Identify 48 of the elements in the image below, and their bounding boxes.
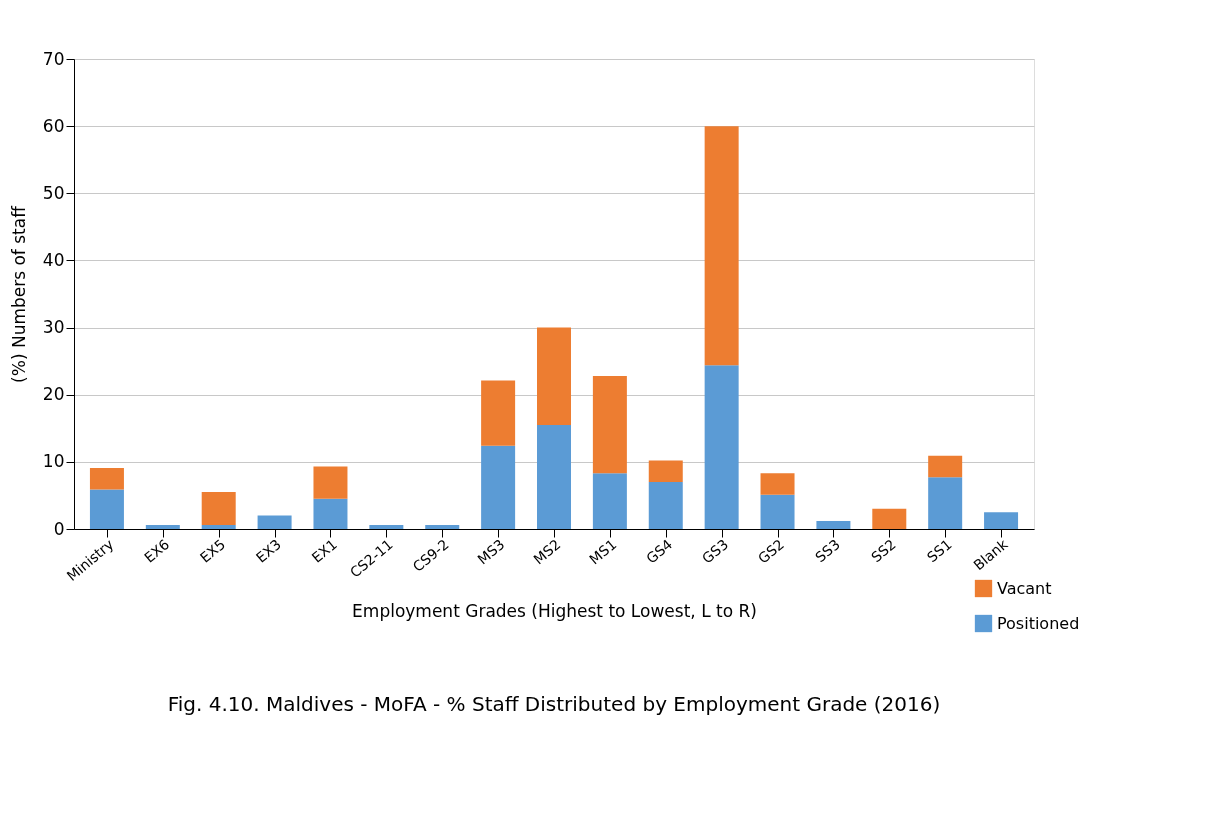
y-tick-label: 20 (42, 384, 65, 405)
legend-label: Positioned (997, 613, 1080, 633)
bar (704, 126, 739, 366)
bar (760, 473, 795, 495)
bar (257, 515, 292, 529)
bar (537, 424, 571, 529)
y-tick-label: 50 (42, 182, 65, 203)
y-tick-label: 70 (42, 48, 65, 69)
x-tick-label: SS3 (812, 535, 843, 566)
legend-label: Vacant (997, 578, 1052, 598)
bar (89, 467, 124, 490)
bar (592, 473, 627, 529)
x-tick-label: EX3 (252, 535, 285, 566)
bar (201, 524, 236, 529)
bar (928, 455, 963, 478)
bar (369, 524, 404, 529)
x-tick-label: SS2 (868, 535, 899, 566)
x-tick-label: GS2 (754, 535, 788, 567)
bar (537, 327, 571, 425)
bar (145, 524, 180, 529)
x-tick-label: GS4 (643, 535, 676, 567)
bar (313, 498, 348, 529)
bar (313, 466, 348, 499)
y-tick-label: 40 (42, 249, 65, 270)
bar (89, 489, 124, 529)
bar (201, 492, 236, 525)
y-tick-label: 60 (42, 115, 65, 136)
bar (648, 482, 683, 529)
bar (872, 508, 907, 529)
x-tick-label: SS1 (923, 535, 955, 566)
bar (481, 380, 516, 446)
x-axis-title: Employment Grades (Highest to Lowest, L to R) (352, 600, 757, 621)
bar (816, 520, 851, 529)
x-tick-label: GS3 (698, 535, 732, 567)
bar (928, 477, 963, 529)
bar (760, 494, 795, 529)
bar (984, 512, 1019, 529)
bar (425, 524, 460, 529)
bar (704, 365, 739, 529)
x-tick-label: EX1 (308, 535, 340, 566)
y-tick-label: 30 (42, 317, 65, 338)
text: Fig. 4.10. Maldives - MoFA - % Staff Distributed by Employment Grade (2016) (167, 692, 941, 716)
y-tick-label: 0 (53, 518, 65, 539)
bar (592, 375, 627, 474)
bar (481, 445, 516, 529)
y-axis-title: (%) Numbers of staff (8, 204, 29, 383)
bar (648, 460, 683, 482)
y-tick-label: 10 (42, 451, 65, 472)
